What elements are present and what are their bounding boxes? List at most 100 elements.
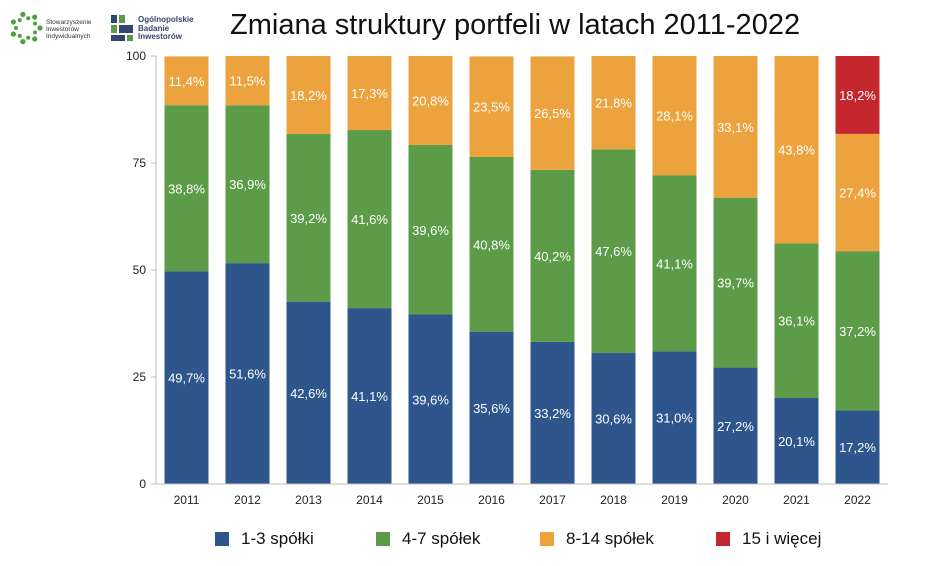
bar-segment	[652, 351, 697, 484]
bar-segment	[286, 301, 331, 484]
data-label: 20,1%	[778, 434, 815, 449]
bar-segment	[469, 157, 514, 332]
data-label: 18,2%	[290, 88, 327, 103]
legend-swatch	[215, 532, 229, 546]
stacked-bar-chart: 0 25 50 75 100 49,7% 38,8% 11,4% 51,6% 36,9% 11,5…	[126, 49, 888, 507]
data-label: 18,2%	[839, 88, 876, 103]
bar-segment	[713, 197, 758, 368]
data-label: 49,7%	[168, 371, 205, 386]
bar-segment	[225, 263, 270, 484]
bar-segment	[591, 149, 636, 354]
logo-dot	[26, 16, 31, 21]
bar-segment	[347, 130, 392, 309]
bar-segment	[286, 56, 331, 134]
logo-dot	[17, 18, 22, 23]
sii-logo-line-1: Stowarzyszenie	[46, 19, 92, 26]
bar-segment	[347, 56, 392, 131]
legend-item: 15 i więcej	[716, 527, 821, 551]
x-tick-label: 2011	[174, 493, 200, 507]
sii-logo-text: Stowarzyszenie Inwestorów Indywidualnych	[46, 19, 92, 40]
x-tick-label: 2015	[417, 493, 444, 507]
sii-logo: Stowarzyszenie Inwestorów Indywidualnych	[8, 11, 108, 46]
bar-segment	[469, 56, 514, 158]
y-tick-label: 25	[133, 370, 147, 384]
bar-segment	[408, 56, 453, 146]
x-tick-label: 2022	[844, 493, 871, 507]
legend-item: 1-3 spółki	[215, 527, 314, 551]
bar-segment	[652, 175, 697, 352]
bar-segment	[347, 308, 392, 484]
data-label: 30,6%	[595, 412, 632, 427]
data-label: 51,6%	[229, 367, 266, 382]
data-label: 41,1%	[351, 389, 388, 404]
x-tick-label: 2018	[600, 493, 627, 507]
x-tick-label: 2020	[722, 493, 749, 507]
data-label: 21,8%	[595, 96, 632, 111]
x-tick-label: 2019	[661, 493, 688, 507]
legend-label: 1-3 spółki	[241, 529, 314, 548]
logo-dot	[33, 21, 38, 26]
data-label: 33,1%	[717, 120, 754, 135]
logo-dot	[33, 30, 38, 35]
obi-logo: Ogólnopolskie Badanie Inwestorów	[110, 12, 210, 46]
bar-segment	[835, 251, 880, 411]
building-blocks-icon	[111, 15, 133, 41]
data-label: 20,8%	[412, 94, 449, 109]
data-label: 47,6%	[595, 244, 632, 259]
bar-segment	[530, 341, 575, 484]
bar-segment	[835, 56, 880, 134]
data-label: 39,2%	[290, 211, 327, 226]
data-label: 36,1%	[778, 314, 815, 329]
data-label: 42,6%	[290, 386, 327, 401]
bar-segment	[774, 397, 819, 484]
obi-logo-text: Ogólnopolskie Badanie Inwestorów	[138, 15, 194, 42]
data-label: 17,3%	[351, 86, 388, 101]
data-label: 27,4%	[839, 186, 876, 201]
data-label: 39,7%	[717, 276, 754, 291]
data-label: 39,6%	[412, 223, 449, 238]
chart-title: Zmiana struktury portfeli w latach 2011-…	[230, 9, 801, 41]
bar-segment	[225, 105, 270, 264]
logo-dot	[17, 33, 22, 38]
sii-logo-line-2: Inwestorów	[46, 26, 79, 33]
legend-swatch	[540, 532, 554, 546]
bar-segment	[164, 105, 209, 272]
bar-segment	[652, 56, 697, 176]
data-label: 41,6%	[351, 212, 388, 227]
logo-dot	[37, 25, 43, 31]
data-label: 27,2%	[717, 419, 754, 434]
data-label: 31,0%	[656, 411, 693, 426]
bar-segment	[591, 353, 636, 484]
bar-segment	[835, 410, 880, 484]
data-label: 23,5%	[473, 100, 510, 115]
y-tick-label: 100	[126, 49, 146, 63]
x-tick-label: 2013	[295, 493, 322, 507]
data-label: 41,1%	[656, 256, 693, 271]
data-label: 37,2%	[839, 324, 876, 339]
logo-dot	[32, 14, 38, 20]
bar-segment	[530, 169, 575, 342]
obi-logo-line-3: Inwestorów	[138, 32, 183, 41]
logo-dot	[32, 36, 38, 42]
x-tick-label: 2017	[539, 493, 566, 507]
bar-segment	[286, 133, 331, 302]
legend-item: 8-14 spółek	[540, 527, 654, 551]
bar-segment	[225, 56, 270, 106]
logo-dot	[14, 26, 18, 30]
logo-dot	[10, 19, 16, 25]
bar-segment	[164, 271, 209, 484]
data-label: 39,6%	[412, 392, 449, 407]
legend-swatch	[376, 532, 390, 546]
logo-dot	[20, 39, 26, 45]
data-label: 43,8%	[778, 143, 815, 158]
bar-segment	[530, 56, 575, 170]
x-tick-label: 2021	[783, 493, 810, 507]
bar-segment	[835, 133, 880, 252]
data-label: 17,2%	[839, 440, 876, 455]
y-tick-label: 0	[139, 477, 146, 491]
x-tick-label: 2012	[234, 493, 261, 507]
data-label: 35,6%	[473, 401, 510, 416]
y-tick-label: 50	[133, 263, 147, 277]
logo-dot	[20, 11, 26, 17]
sii-logo-line-3: Indywidualnych	[46, 33, 91, 40]
